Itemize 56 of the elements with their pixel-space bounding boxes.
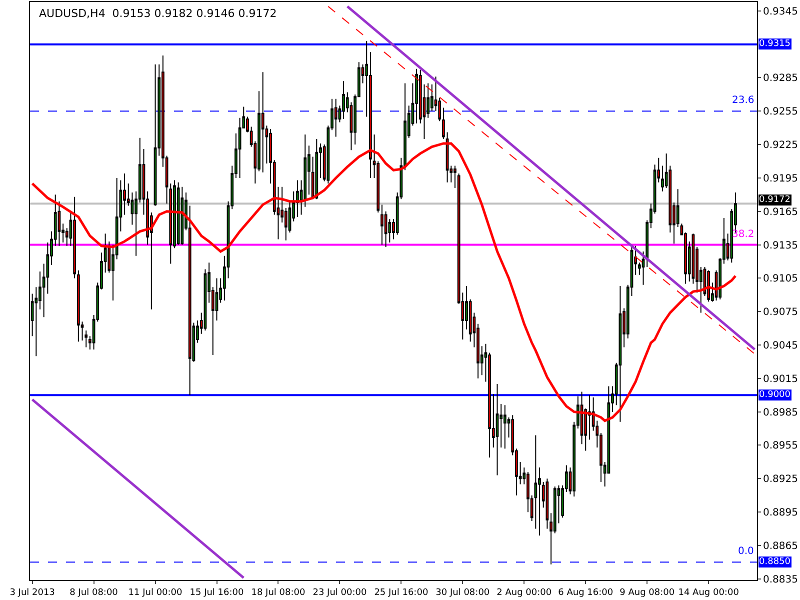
candlestick bbox=[296, 180, 299, 218]
y-tick-label: 0.8925 bbox=[763, 474, 798, 486]
candlestick bbox=[380, 204, 384, 246]
y-tick-label: 0.9045 bbox=[763, 340, 798, 352]
candlestick bbox=[176, 182, 180, 246]
x-tick-label: 18 Jul 08:00 bbox=[251, 588, 306, 598]
ref-line-label: 0.9315 bbox=[759, 39, 790, 49]
y-tick-label: 0.9075 bbox=[763, 307, 798, 318]
candlestick bbox=[73, 196, 76, 279]
x-tick-label: 3 Jul 2013 bbox=[10, 588, 55, 598]
candlestick bbox=[315, 138, 318, 200]
y-tick-label: 0.9195 bbox=[763, 173, 798, 184]
candlestick bbox=[707, 270, 710, 302]
candlestick bbox=[76, 270, 80, 342]
candlestick bbox=[618, 285, 622, 422]
candlestick bbox=[180, 186, 184, 246]
candlestick bbox=[454, 165, 456, 188]
candlestick bbox=[415, 68, 418, 124]
annotation: 23.6 bbox=[732, 95, 754, 106]
candlestick bbox=[546, 478, 549, 530]
y-tick-label: 0.9015 bbox=[763, 374, 798, 385]
candlestick bbox=[342, 80, 345, 120]
y-tick-label: 0.9345 bbox=[763, 6, 798, 18]
y-tick-label: 0.8835 bbox=[763, 574, 798, 586]
x-tick-label: 15 Jul 16:00 bbox=[190, 588, 244, 598]
x-tick-label: 30 Jul 08:00 bbox=[436, 588, 490, 598]
y-tick-label: 0.8955 bbox=[763, 440, 798, 452]
y-tick-label: 0.8895 bbox=[763, 508, 798, 519]
candlestick bbox=[261, 72, 264, 173]
candlestick bbox=[503, 404, 506, 450]
ref-line-label: 0.8850 bbox=[759, 557, 791, 567]
annotation: 0.0 bbox=[738, 546, 754, 557]
x-tick-label: 25 Jul 16:00 bbox=[374, 588, 428, 598]
x-tick-label: 6 Aug 16:00 bbox=[558, 588, 614, 598]
text: AUDUSD,H4 0.9153 0.9182 0.9146 0.9172 bbox=[39, 7, 277, 20]
ref-line-label: 0.9172 bbox=[759, 195, 790, 205]
candlestick bbox=[446, 132, 449, 183]
y-tick-label: 0.9255 bbox=[763, 106, 798, 118]
x-tick-label: 2 Aug 00:00 bbox=[496, 588, 552, 598]
candlestick bbox=[442, 107, 445, 140]
y-tick-label: 0.8865 bbox=[763, 540, 798, 552]
y-tick-label: 0.9165 bbox=[763, 206, 798, 218]
ref-line-label: 0.9000 bbox=[759, 390, 791, 400]
y-tick-label: 0.8985 bbox=[763, 407, 798, 418]
y-tick-label: 0.9225 bbox=[763, 140, 798, 152]
candlestick bbox=[154, 64, 157, 206]
x-tick-label: 14 Aug 00:00 bbox=[678, 588, 740, 598]
candlestick bbox=[334, 98, 338, 138]
y-tick-label: 0.9285 bbox=[763, 73, 798, 84]
candlestick bbox=[496, 383, 499, 476]
y-tick-label: 0.9135 bbox=[763, 240, 798, 252]
x-tick-label: 8 Jul 08:00 bbox=[70, 588, 118, 598]
x-tick-label: 11 Jul 00:00 bbox=[128, 588, 183, 598]
x-tick-label: 23 Jul 00:00 bbox=[312, 588, 367, 598]
x-tick-label: 9 Aug 08:00 bbox=[620, 588, 675, 598]
y-tick-label: 0.9105 bbox=[763, 274, 798, 285]
